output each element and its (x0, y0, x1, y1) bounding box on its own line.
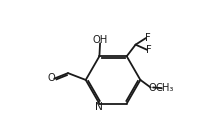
Text: CH₃: CH₃ (156, 83, 174, 93)
Text: F: F (145, 33, 151, 43)
Text: O: O (148, 83, 156, 93)
Text: O: O (48, 73, 55, 83)
Text: F: F (146, 45, 152, 55)
Text: N: N (95, 102, 103, 112)
Text: OH: OH (92, 35, 108, 45)
